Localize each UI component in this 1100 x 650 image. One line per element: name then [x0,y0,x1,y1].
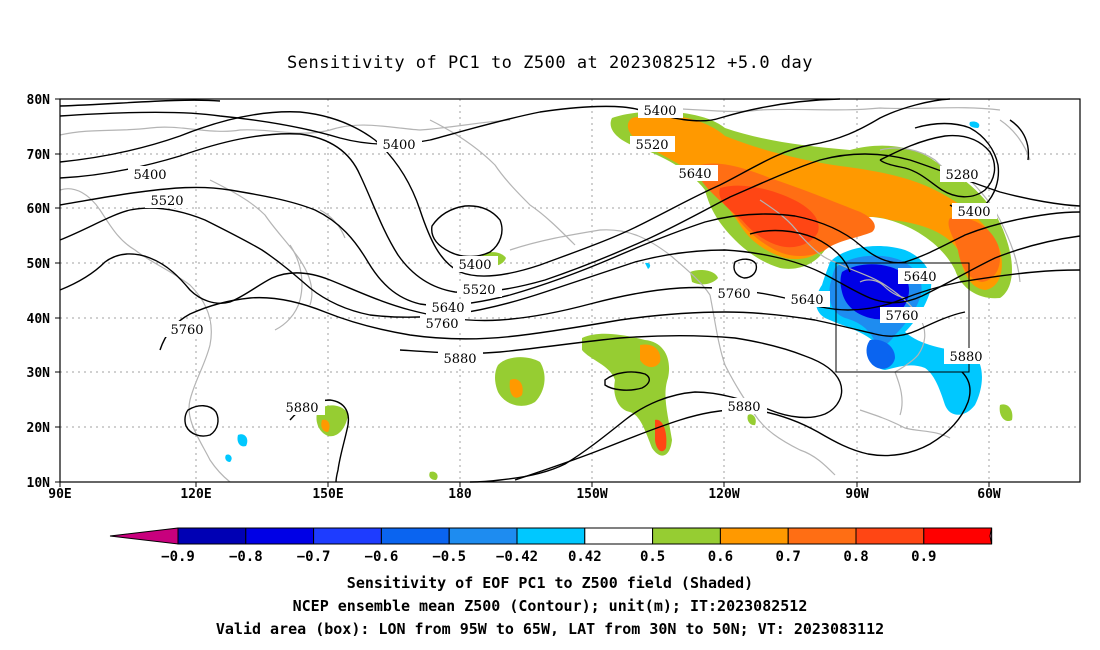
latitude-labels: 80N 70N 60N 50N 40N 30N 20N 10N [27,93,51,491]
map-frame [59,98,1081,483]
lat-label: 70N [27,148,51,163]
lon-label: 150W [576,487,607,502]
contour-label: 5280 [945,168,978,183]
colorbar-swatch [245,527,315,545]
colorbar-tick-label: 0.6 [708,549,733,565]
patch-central-pacific-orange [640,344,661,368]
patch-pacific-cyan [645,262,651,269]
contour-label: 5400 [957,205,990,220]
patch-gulf-alaska [690,270,718,285]
lon-label: 150E [312,487,343,502]
contour-label: 5880 [285,401,318,416]
coastlines [59,107,1031,483]
colorbar-swatch [719,527,789,545]
contour-label: 5760 [885,309,918,324]
contour-label: 5760 [170,323,203,338]
colorbar-tick-label: −0.6 [365,549,399,565]
contour-label: 5400 [382,138,415,153]
contour-label: 5640 [431,301,464,316]
lat-label: 10N [27,476,51,491]
positive-patch-newfoundland [948,217,1001,282]
contour-label: 5760 [717,287,750,302]
colorbar-extension-left [109,527,179,545]
colorbar-swatch [923,527,993,545]
colorbar-swatch [652,527,721,545]
footer-line-2: NCEP ensemble mean Z500 (Contour); unit(… [293,597,808,615]
patch-north-pacific-orange [509,378,523,398]
z500-contours [59,98,1081,483]
patch-china-cyan [237,434,248,447]
patch-scs-cyan [225,454,232,462]
contour-label: 5520 [150,194,183,209]
colorbar-tick-label: 0.42 [568,549,602,565]
contour-label: 5640 [790,293,823,308]
colorbar-tick-label: −0.7 [297,549,331,565]
patch-north-pacific [495,357,545,406]
colorbar-swatch [516,527,586,545]
map-title: Sensitivity of PC1 to Z500 at 2023082512… [287,53,813,73]
contour-label: 5520 [635,138,668,153]
colorbar [109,527,993,545]
lon-label: 180 [448,487,472,502]
contour-label: 5520 [462,283,495,298]
negative-region-core [840,264,910,320]
contour-labels: 5400 5400 5520 5640 5760 5400 5520 5640 … [128,102,997,416]
colorbar-tick-label: 0.5 [640,549,665,565]
colorbar-extension-right [989,527,993,545]
lat-label: 30N [27,366,51,381]
patch-arctic-cyan [969,121,980,128]
map-panel: 5400 5400 5520 5640 5760 5400 5520 5640 … [55,98,1081,487]
contour-label: 5640 [903,270,936,285]
colorbar-swatch [584,527,654,545]
contour-label: 5400 [133,168,166,183]
colorbar-tick-label: −0.8 [229,549,263,565]
longitude-labels: 90E 120E 150E 180 150W 120W 90W 60W [48,487,1001,502]
lat-label: 80N [27,93,51,108]
lat-label: 60N [27,202,51,217]
contour-label: 5880 [949,350,982,365]
lat-label: 40N [27,312,51,327]
lon-label: 90W [845,487,869,502]
contour-label: 5760 [425,317,458,332]
valid-area-box [835,262,970,373]
colorbar-tick-label: 0.7 [776,549,801,565]
contour-label: 5400 [643,104,676,119]
sensitivity-shading [225,111,1013,480]
lat-label: 20N [27,421,51,436]
patch-atlantic-east [999,404,1013,422]
colorbar-swatch [380,527,450,545]
colorbar-tick-label: −0.9 [161,549,195,565]
footer-line-1: Sensitivity of EOF PC1 to Z500 field (Sh… [347,574,753,592]
lon-label: 60W [977,487,1001,502]
colorbar-tick-label: 0.8 [843,549,868,565]
negative-patch-florida [866,339,895,369]
colorbar-swatch [855,527,925,545]
patch-hawaii-green [429,471,438,480]
colorbar-tick-label: −0.42 [496,549,538,565]
lon-label: 90E [48,487,71,502]
axis-ticks [55,98,990,487]
colorbar-swatch [787,527,857,545]
contour-label: 5640 [678,167,711,182]
lon-label: 120E [180,487,211,502]
contour-label: 5880 [443,352,476,367]
patch-mexico [747,414,756,426]
colorbar-tick-label: 0.9 [911,549,936,565]
contour-label: 5880 [727,400,760,415]
colorbar-labels: −0.9 −0.8 −0.7 −0.6 −0.5 −0.42 0.42 0.5 0.6 0.7 0.… [161,549,936,565]
lat-lon-gridlines [60,99,1080,482]
footer-line-3: Valid area (box): LON from 95W to 65W, L… [216,620,884,638]
patch-west-pacific-orange [321,419,330,432]
contour-label: 5400 [458,258,491,273]
colorbar-swatch [313,527,382,545]
colorbar-swatch [177,527,247,545]
colorbar-swatch [448,527,518,545]
lat-label: 50N [27,257,51,272]
colorbar-tick-label: −0.5 [432,549,466,565]
lon-label: 120W [708,487,739,502]
